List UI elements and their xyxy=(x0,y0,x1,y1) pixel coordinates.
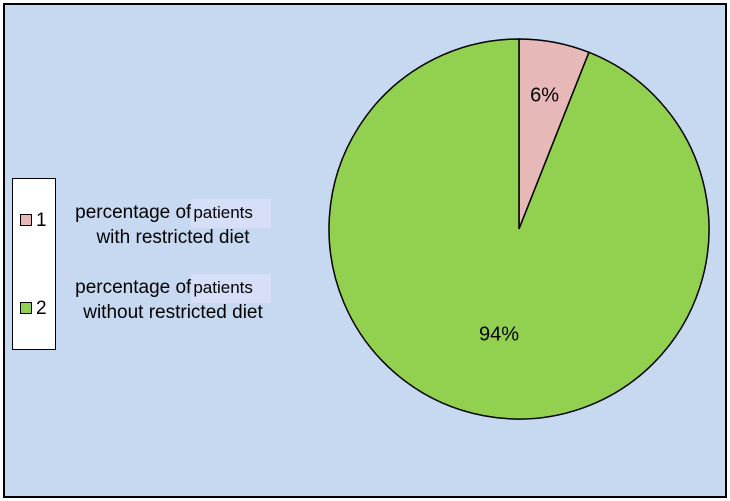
legend-label-2-line2: without restricted diet xyxy=(83,302,263,323)
legend-swatch-2 xyxy=(20,302,32,314)
legend-label-1-word: patients xyxy=(191,199,271,228)
legend-index-2: 2 xyxy=(36,298,47,319)
legend-index-1: 1 xyxy=(36,210,47,231)
legend-label-2-line1: percentage of xyxy=(75,277,192,298)
legend-label-2: percentage of patients without restricted… xyxy=(58,274,288,325)
legend-label-1-line2: with restricted diet xyxy=(96,227,250,248)
legend-box: 1 2 xyxy=(12,178,56,350)
legend-swatch-1 xyxy=(20,214,32,226)
legend-label-2-word: patients xyxy=(191,274,271,303)
pie-slice-2 xyxy=(328,38,710,420)
legend-label-1-line1: percentage of xyxy=(75,202,192,223)
legend-label-1: percentage of patients with restricted di… xyxy=(58,199,288,250)
slice-label-2: 94% xyxy=(479,324,519,346)
slice-label-1: 6% xyxy=(530,85,559,107)
